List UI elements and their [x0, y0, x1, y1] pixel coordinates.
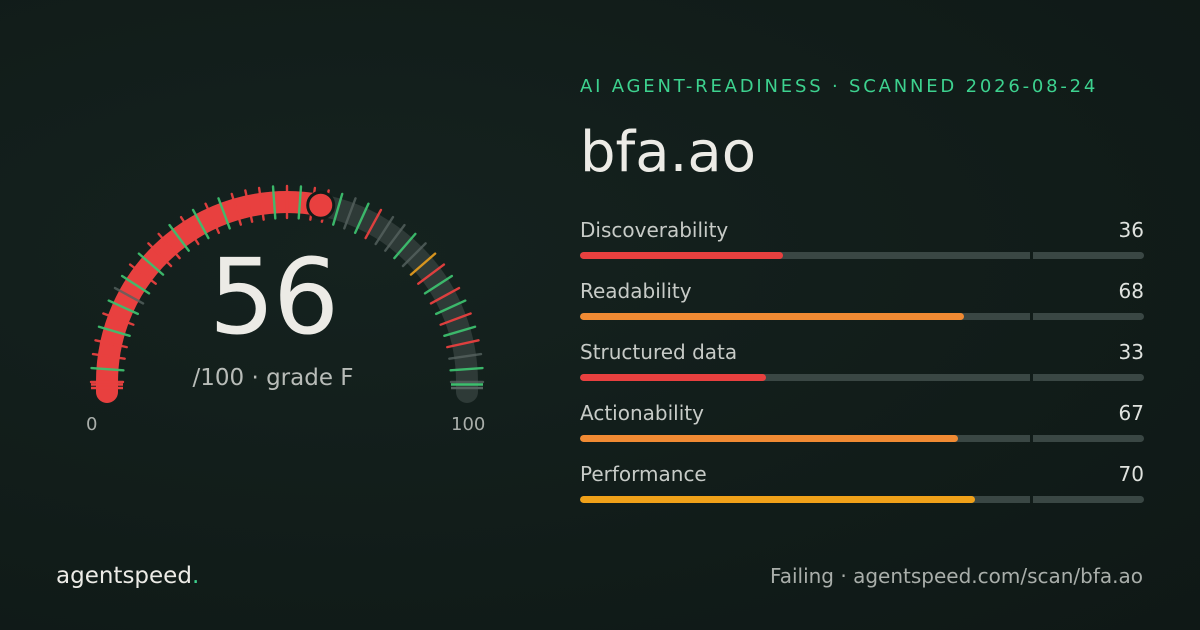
track-divider: [1030, 252, 1033, 259]
gauge-tick: [409, 252, 437, 276]
scanned-domain: bfa.ao: [580, 120, 756, 185]
gauge-tick: [448, 352, 483, 360]
gauge-marker: [306, 190, 336, 220]
gauge-tick: [297, 185, 303, 220]
metric-label: Readability: [580, 279, 692, 303]
metric-row-discoverability: Discoverability 36: [580, 218, 1144, 279]
gauge-tick: [257, 186, 265, 221]
metric-row-readability: Readability 68: [580, 279, 1144, 340]
gauge-tick: [434, 299, 467, 316]
brand-dot: .: [191, 563, 200, 589]
metric-track: [580, 313, 1144, 320]
gauge-max-label: 100: [451, 414, 486, 435]
gauge-tick: [429, 286, 461, 305]
gauge-tick: [417, 263, 446, 285]
gauge-tick: [443, 325, 477, 337]
gauge-tick: [446, 339, 480, 349]
gauge-tick: [230, 192, 242, 226]
metric-fill: [580, 374, 767, 381]
gauge-tick: [423, 274, 454, 295]
metric-value: 68: [1118, 279, 1144, 303]
metric-value: 33: [1118, 340, 1144, 364]
gauge-tick: [217, 197, 231, 230]
metric-fill: [580, 435, 958, 442]
metric-track: [580, 496, 1144, 503]
gauge-tick: [191, 208, 210, 240]
track-divider: [1030, 435, 1033, 442]
brand-logo[interactable]: agentspeed.: [56, 563, 199, 589]
metric-track: [580, 374, 1144, 381]
gauge-tick: [168, 223, 190, 252]
gauge-tick: [179, 215, 200, 246]
metric-fill: [580, 313, 964, 320]
track-divider: [1030, 374, 1033, 381]
scan-status-link[interactable]: Failing · agentspeed.com/scan/bfa.ao: [770, 564, 1143, 588]
metric-value: 36: [1118, 218, 1144, 242]
gauge-tick: [157, 232, 181, 260]
track-divider: [1030, 496, 1033, 503]
metric-fill: [580, 252, 784, 259]
metric-row-actionability: Actionability 67: [580, 401, 1144, 462]
gauge-tick: [449, 366, 484, 372]
gauge-tick: [332, 192, 344, 226]
gauge-tick: [353, 202, 370, 235]
gauge-tick: [384, 223, 406, 252]
score-gauge: 56 /100 · grade F 0 100: [60, 150, 520, 450]
gauge-tick: [393, 232, 417, 260]
metric-value: 70: [1118, 462, 1144, 486]
gauge-min-label: 0: [86, 414, 98, 435]
gauge-tick: [204, 202, 221, 235]
gauge-tick: [120, 274, 151, 295]
gauge-tick: [244, 189, 254, 223]
gauge-tick: [401, 242, 427, 268]
gauge-tick: [90, 366, 125, 372]
metric-label: Discoverability: [580, 218, 729, 242]
gauge-tick: [137, 252, 165, 276]
gauge-svg: [89, 184, 485, 403]
gauge-tick: [107, 299, 140, 316]
metric-label: Actionability: [580, 401, 704, 425]
grade-label: /100 · grade F: [192, 365, 354, 391]
metric-row-structured-data: Structured data 33: [580, 340, 1144, 401]
metric-value: 67: [1118, 401, 1144, 425]
gauge-tick: [102, 312, 135, 326]
gauge-tick: [364, 208, 383, 240]
gauge-tick: [147, 242, 173, 268]
metric-track: [580, 435, 1144, 442]
brand-name: agentspeed: [56, 563, 192, 589]
track-divider: [1030, 313, 1033, 320]
gauge-tick: [97, 325, 131, 337]
gauge-tick: [91, 352, 126, 360]
metric-fill: [580, 496, 975, 503]
metric-label: Structured data: [580, 340, 738, 364]
gauge-tick: [271, 185, 277, 220]
gauge-tick: [113, 286, 145, 305]
metric-label: Performance: [580, 462, 707, 486]
gauge-tick: [128, 263, 157, 285]
scan-eyebrow: AI AGENT-READINESS · SCANNED 2026-08-24: [580, 76, 1099, 97]
metric-list: Discoverability 36 Readability 68 Struct…: [580, 218, 1144, 523]
gauge-tick: [374, 215, 395, 246]
overall-score: 56: [208, 236, 339, 358]
gauge-tick: [343, 197, 357, 230]
metric-track: [580, 252, 1144, 259]
metric-row-performance: Performance 70: [580, 462, 1144, 523]
gauge-tick: [439, 312, 472, 326]
gauge-tick: [94, 339, 128, 349]
